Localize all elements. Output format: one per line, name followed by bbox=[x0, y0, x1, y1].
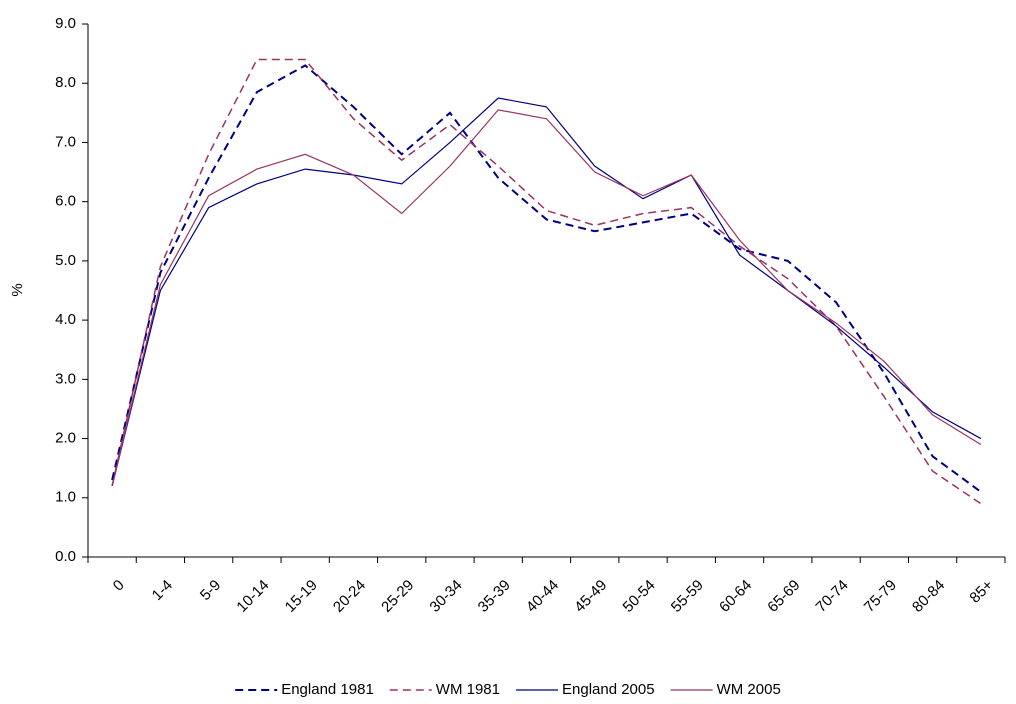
y-tick-label: 7.0 bbox=[55, 133, 76, 150]
y-tick-label: 9.0 bbox=[55, 15, 76, 32]
x-tick-label: 85+ bbox=[966, 576, 996, 606]
x-tick-label: 35-39 bbox=[475, 577, 514, 616]
y-tick-label: 3.0 bbox=[55, 370, 76, 387]
x-tick-label: 80-84 bbox=[909, 577, 948, 616]
series-line bbox=[111, 109, 982, 487]
y-tick-label: 2.0 bbox=[55, 430, 76, 447]
x-tick-label: 30-34 bbox=[426, 577, 465, 616]
x-tick-label: 75-79 bbox=[861, 577, 900, 616]
legend-label: WM 2005 bbox=[717, 681, 781, 698]
legend-label: England 2005 bbox=[562, 681, 655, 698]
y-tick-label: 5.0 bbox=[55, 252, 76, 269]
x-tick-label: 60-64 bbox=[716, 577, 755, 616]
x-tick-label: 70-74 bbox=[813, 577, 852, 616]
series-line bbox=[111, 97, 982, 487]
x-tick-label: 0 bbox=[110, 577, 128, 595]
x-tick-label: 25-29 bbox=[378, 577, 417, 616]
series-line bbox=[111, 64, 982, 493]
x-tick-label: 15-19 bbox=[282, 577, 321, 616]
y-tick-label: 0.0 bbox=[55, 548, 76, 565]
legend: England 1981 WM 1981 England 2005 WM 2005 bbox=[235, 681, 781, 698]
x-tick-label: 55-59 bbox=[668, 577, 707, 616]
x-tick-label: 50-54 bbox=[620, 577, 659, 616]
x-tick-label: 65-69 bbox=[764, 577, 803, 616]
y-axis-label: % bbox=[9, 283, 26, 296]
legend-label: WM 1981 bbox=[436, 681, 500, 698]
y-tick-label: 1.0 bbox=[55, 489, 76, 506]
x-tick-label: 20-24 bbox=[330, 577, 369, 616]
y-tick-label: 4.0 bbox=[55, 311, 76, 328]
x-tick-label: 5-9 bbox=[197, 577, 224, 604]
x-tick-label: 45-49 bbox=[571, 577, 610, 616]
series-line bbox=[111, 58, 982, 505]
x-tick-label: 40-44 bbox=[523, 577, 562, 616]
x-tick-label: 10-14 bbox=[233, 577, 272, 616]
x-tick-label: 1-4 bbox=[149, 577, 176, 604]
y-tick-label: 8.0 bbox=[55, 74, 76, 91]
y-tick-label: 6.0 bbox=[55, 193, 76, 210]
legend-label: England 1981 bbox=[281, 681, 374, 698]
